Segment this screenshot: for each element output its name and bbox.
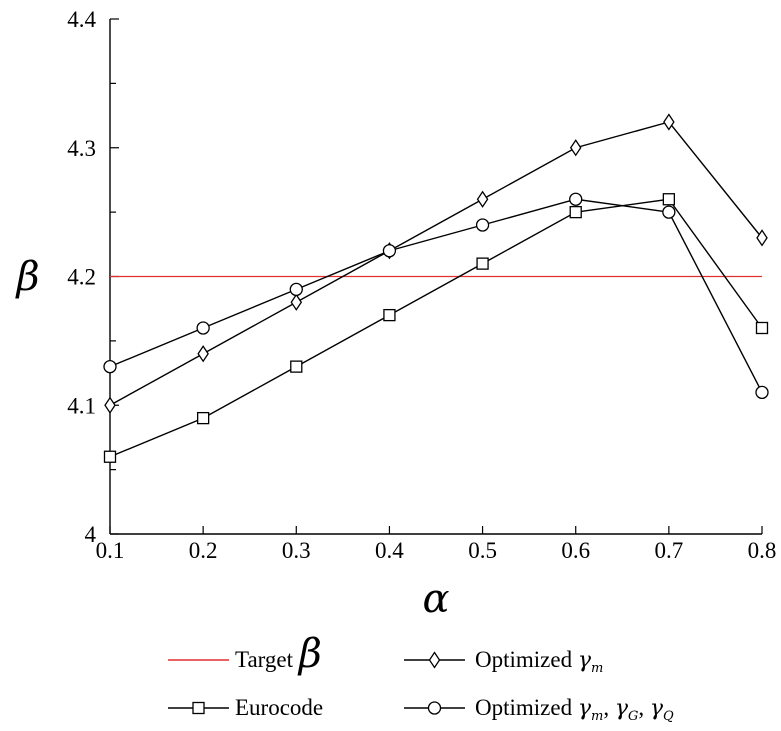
x-tick-label: 0.8 (748, 538, 777, 563)
legend: Target β Eurocode Optimized γm Optimized γm… (168, 631, 674, 724)
legend-label-eurocode: Eurocode (235, 695, 323, 720)
x-tick-label: 0.7 (654, 538, 683, 563)
series-circle (103, 192, 769, 400)
x-tick-label: 0.6 (561, 538, 590, 563)
series-square (103, 193, 769, 463)
series-layer (103, 113, 769, 463)
legend-marker (192, 701, 205, 715)
x-tick-label: 0.2 (189, 538, 218, 563)
series-diamond (104, 113, 768, 414)
legend-sample-optimized-mgq (404, 701, 465, 715)
data-point (104, 396, 116, 414)
axes: 4 4.1 4.2 4.3 4.4 0.1 0.2 0.3 0.4 0.5 0.6 0.7 0.8 (67, 7, 776, 563)
data-point (103, 450, 117, 463)
data-point (476, 190, 489, 208)
x-tick-label: 0.4 (375, 538, 404, 563)
data-point (290, 293, 303, 311)
data-point (663, 113, 675, 131)
y-tick-label: 4.4 (67, 7, 96, 32)
y-axis-title: β (14, 254, 39, 300)
data-point (103, 359, 117, 374)
series-line (109, 121, 763, 406)
data-point (475, 218, 490, 232)
data-point (569, 192, 583, 206)
x-tick-label: 0.3 (282, 538, 311, 563)
legend-sample-eurocode (168, 701, 229, 715)
legend-label-target: Target β (235, 631, 322, 677)
y-tick-label: 4.2 (67, 265, 96, 290)
data-point (383, 308, 396, 322)
data-point (662, 193, 676, 206)
y-tick-label: 4.3 (67, 136, 96, 161)
data-point (196, 321, 210, 335)
x-tick-label: 0.1 (96, 538, 125, 563)
legend-sample-optimized-m (404, 651, 465, 669)
data-point (476, 257, 489, 270)
legend-marker (428, 651, 441, 669)
data-point (569, 205, 582, 219)
data-point (755, 385, 769, 400)
legend-label-optimized-mgq: Optimized γm, γG, γQ (475, 695, 674, 724)
legend-marker (427, 701, 442, 715)
data-point (289, 282, 303, 297)
series-line (109, 198, 763, 458)
data-point (382, 244, 397, 258)
data-point (196, 411, 210, 425)
x-axis-title: α (422, 576, 449, 622)
series-line (109, 198, 763, 393)
y-tick-label: 4.1 (67, 393, 96, 418)
legend-label-optimized-m: Optimized γm (475, 647, 603, 676)
data-point (756, 229, 768, 247)
data-point (569, 139, 582, 157)
x-tick-label: 0.5 (468, 538, 497, 563)
data-point (662, 205, 676, 219)
y-tick-label: 4 (85, 522, 97, 547)
data-point (290, 360, 303, 373)
data-point (197, 345, 209, 363)
data-point (755, 321, 769, 335)
